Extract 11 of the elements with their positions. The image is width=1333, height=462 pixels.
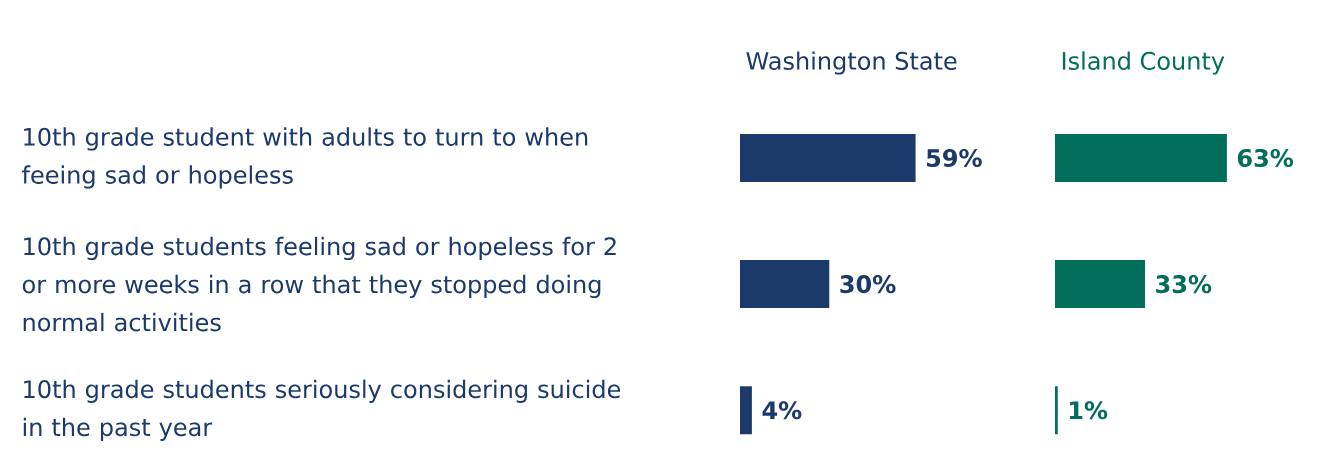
data-label: 63%: [1237, 148, 1294, 168]
data-label: 4%: [762, 401, 802, 420]
data-label: 59%: [926, 148, 982, 168]
y-tick-label: 10th grade students seriously considering suicide in the past year: [23, 379, 621, 441]
data-label: 30%: [840, 275, 896, 294]
y-tick-label: 10th grade student with adults to turn to when feeing sad or hopeless: [22, 127, 588, 189]
chart-title: Island County: [1062, 51, 1225, 75]
data-label: 33%: [1156, 275, 1212, 294]
y-tick-label: 10th grade students feeling sad or hopeless for 2 or more weeks in a row that they stopped doing normal activities: [22, 236, 616, 332]
data-label: 1%: [1069, 401, 1108, 420]
chart-title: Washington State: [746, 51, 957, 75]
